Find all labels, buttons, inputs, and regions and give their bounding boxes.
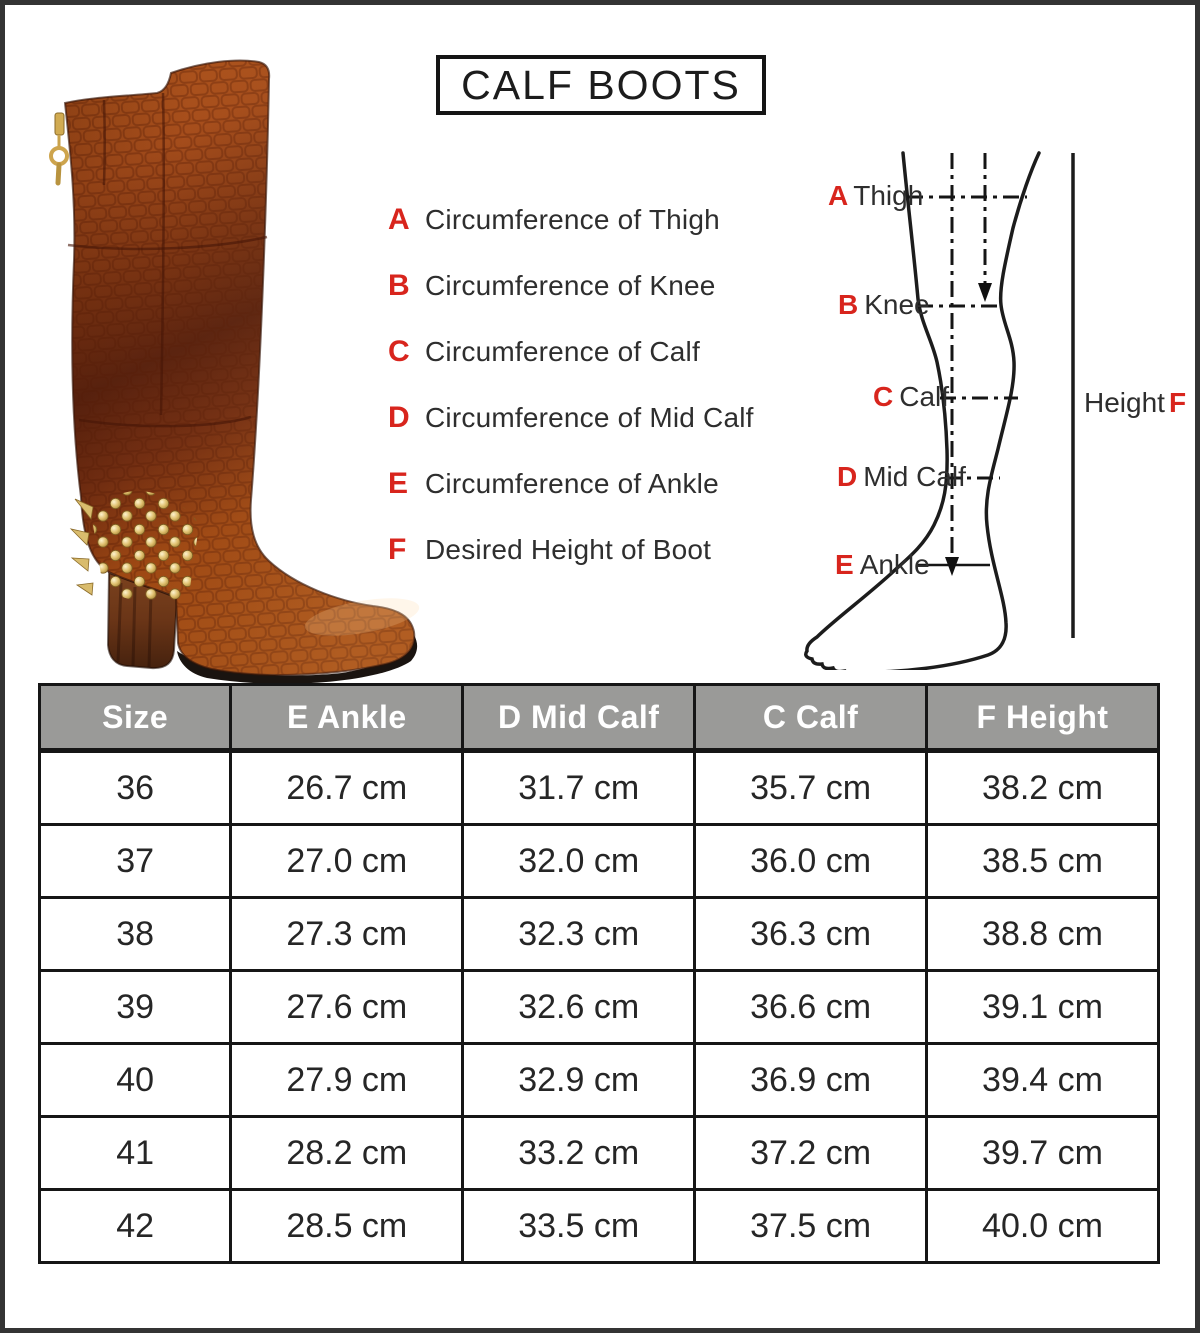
table-cell: 28.5 cm bbox=[229, 1188, 465, 1264]
table-row: 39 27.6 cm 32.6 cm 36.6 cm 39.1 cm bbox=[37, 969, 1160, 1045]
legend-row: F Desired Height of Boot bbox=[388, 517, 754, 583]
diagram-label-midcalf: D Mid Calf bbox=[837, 461, 966, 492]
table-cell: 36.3 cm bbox=[693, 896, 929, 972]
table-cell: 27.9 cm bbox=[229, 1042, 465, 1118]
legend-letter-c: C bbox=[388, 335, 410, 368]
legend-letter-f: F bbox=[388, 533, 407, 566]
legend-text-a: Circumference of Thigh bbox=[425, 204, 720, 235]
table-cell: 32.6 cm bbox=[461, 969, 697, 1045]
size-table-header: Size E Ankle D Mid Calf C Calf F Height bbox=[37, 683, 1160, 753]
table-cell: 36.6 cm bbox=[693, 969, 929, 1045]
table-row: 38 27.3 cm 32.3 cm 36.3 cm 38.8 cm bbox=[37, 896, 1160, 972]
table-row: 42 28.5 cm 33.5 cm 37.5 cm 40.0 cm bbox=[37, 1188, 1160, 1264]
table-cell: 31.7 cm bbox=[461, 749, 697, 826]
table-cell: 32.3 cm bbox=[461, 896, 697, 972]
legend-row: A Circumference of Thigh bbox=[388, 187, 754, 253]
legend-text-f: Desired Height of Boot bbox=[425, 534, 712, 565]
table-cell: 33.5 cm bbox=[461, 1188, 697, 1264]
legend-text-c: Circumference of Calf bbox=[425, 336, 700, 367]
table-cell: 37.5 cm bbox=[693, 1188, 929, 1264]
measurement-legend: A Circumference of Thigh B Circumference… bbox=[388, 187, 754, 583]
table-cell: 32.9 cm bbox=[461, 1042, 697, 1118]
column-header: D Mid Calf bbox=[461, 683, 697, 753]
table-cell: 38.2 cm bbox=[925, 749, 1160, 826]
table-cell: 37 bbox=[37, 823, 233, 899]
column-header: C Calf bbox=[693, 683, 929, 753]
table-cell: 39.7 cm bbox=[925, 1115, 1160, 1191]
arrow-down-short bbox=[978, 283, 992, 302]
legend-letter-b: B bbox=[388, 269, 410, 302]
table-cell: 38.5 cm bbox=[925, 823, 1160, 899]
title-box: CALF BOOTS bbox=[436, 55, 766, 115]
table-row: 41 28.2 cm 33.2 cm 37.2 cm 39.7 cm bbox=[37, 1115, 1160, 1191]
table-row: 37 27.0 cm 32.0 cm 36.0 cm 38.5 cm bbox=[37, 823, 1160, 899]
table-row: 36 26.7 cm 31.7 cm 35.7 cm 38.2 cm bbox=[37, 749, 1160, 826]
table-cell: 32.0 cm bbox=[461, 823, 697, 899]
boot-product-image bbox=[49, 59, 420, 684]
leg-measurement-diagram: A Thigh B Knee C Calf D Mid Calf E Ankle Heig… bbox=[804, 151, 1186, 670]
diagram-label-height: Height F bbox=[1084, 387, 1186, 418]
diagram-label-ankle: E Ankle bbox=[835, 549, 930, 580]
table-cell: 38 bbox=[37, 896, 233, 972]
boot-studs bbox=[69, 490, 199, 602]
legend-letter-a: A bbox=[388, 203, 410, 236]
table-cell: 36 bbox=[37, 749, 233, 826]
table-cell: 27.6 cm bbox=[229, 969, 465, 1045]
legend-row: C Circumference of Calf bbox=[388, 319, 754, 385]
diagram-label-calf: C Calf bbox=[873, 381, 949, 412]
table-cell: 37.2 cm bbox=[693, 1115, 929, 1191]
column-header: E Ankle bbox=[229, 683, 465, 753]
table-cell: 36.9 cm bbox=[693, 1042, 929, 1118]
table-cell: 27.3 cm bbox=[229, 896, 465, 972]
size-table-body: 36 26.7 cm 31.7 cm 35.7 cm 38.2 cm 37 27.0 cm 3… bbox=[37, 749, 1160, 1264]
diagram-label-thigh: A Thigh bbox=[828, 180, 923, 211]
boot-seams bbox=[67, 92, 268, 428]
legend-row: E Circumference of Ankle bbox=[388, 451, 754, 517]
table-row: 40 27.9 cm 32.9 cm 36.9 cm 39.4 cm bbox=[37, 1042, 1160, 1118]
table-cell: 40.0 cm bbox=[925, 1188, 1160, 1264]
table-cell: 28.2 cm bbox=[229, 1115, 465, 1191]
leg-outline bbox=[804, 151, 1041, 670]
legend-text-d: Circumference of Mid Calf bbox=[425, 402, 754, 433]
table-cell: 27.0 cm bbox=[229, 823, 465, 899]
table-header-row: Size E Ankle D Mid Calf C Calf F Height bbox=[37, 683, 1160, 753]
table-cell: 36.0 cm bbox=[693, 823, 929, 899]
arrow-down-long bbox=[945, 557, 959, 576]
table-cell: 42 bbox=[37, 1188, 233, 1264]
legend-row: B Circumference of Knee bbox=[388, 253, 754, 319]
page-title: CALF BOOTS bbox=[461, 61, 741, 108]
legend-text-b: Circumference of Knee bbox=[425, 270, 716, 301]
legend-text-e: Circumference of Ankle bbox=[425, 468, 719, 499]
table-cell: 39.4 cm bbox=[925, 1042, 1160, 1118]
size-table: Size E Ankle D Mid Calf C Calf F Height 36 26… bbox=[37, 683, 1160, 1264]
table-cell: 41 bbox=[37, 1115, 233, 1191]
column-header: F Height bbox=[925, 683, 1160, 753]
table-cell: 26.7 cm bbox=[229, 749, 465, 826]
table-cell: 40 bbox=[37, 1042, 233, 1118]
legend-letter-d: D bbox=[388, 401, 410, 434]
table-cell: 39 bbox=[37, 969, 233, 1045]
boot-zipper bbox=[49, 112, 69, 186]
diagram-label-knee: B Knee bbox=[838, 289, 930, 320]
table-cell: 35.7 cm bbox=[693, 749, 929, 826]
table-cell: 38.8 cm bbox=[925, 896, 1160, 972]
table-cell: 33.2 cm bbox=[461, 1115, 697, 1191]
legend-row: D Circumference of Mid Calf bbox=[388, 385, 754, 451]
legend-letter-e: E bbox=[388, 467, 409, 500]
table-cell: 39.1 cm bbox=[925, 969, 1160, 1045]
column-header: Size bbox=[37, 683, 233, 753]
